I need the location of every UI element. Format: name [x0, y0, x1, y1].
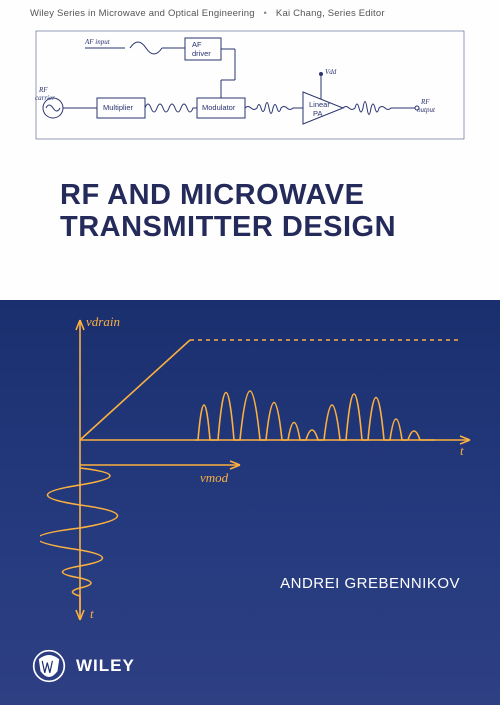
series-editor: Kai Chang, Series Editor [276, 8, 385, 19]
label-multiplier: Multiplier [103, 103, 134, 112]
author-name: ANDREI GREBENNIKOV [280, 575, 460, 592]
book-title: RF AND MICROWAVE TRANSMITTER DESIGN [60, 180, 396, 244]
bullet-separator: • [264, 8, 268, 19]
label-af-driver-1: AF [192, 40, 202, 49]
wiley-logo-icon [32, 649, 66, 683]
label-vdrain: vdrain [86, 314, 120, 329]
publisher-name: WILEY [76, 656, 135, 676]
label-vmod: vmod [200, 470, 229, 485]
label-t-upper: t [460, 443, 464, 458]
label-af-driver-2: driver [192, 49, 211, 58]
series-bar: Wiley Series in Microwave and Optical En… [0, 0, 500, 19]
label-t-lower: t [90, 606, 94, 621]
label-vdd: Vdd [325, 68, 337, 76]
bottom-section: vdrain t vmod t ANDREI GREBENNIKOV WILEY [0, 300, 500, 705]
label-linear: Linear [309, 100, 330, 109]
label-rf-carrier-2: carrier [35, 94, 55, 102]
label-af-input: AF input [84, 38, 111, 46]
title-line-2: TRANSMITTER DESIGN [60, 212, 396, 244]
top-section: Wiley Series in Microwave and Optical En… [0, 0, 500, 300]
series-name: Wiley Series in Microwave and Optical En… [30, 8, 255, 19]
label-pa: PA [313, 109, 322, 118]
label-rf-carrier-1: RF [38, 86, 48, 94]
block-diagram: AF input RF carrier RF output Vdd AF dri… [35, 30, 465, 155]
label-rf-out-1: RF [420, 98, 430, 106]
title-line-1: RF AND MICROWAVE [60, 180, 396, 212]
publisher-logo-area: WILEY [32, 649, 135, 683]
label-rf-out-2: output [417, 106, 436, 114]
label-modulator: Modulator [202, 103, 236, 112]
